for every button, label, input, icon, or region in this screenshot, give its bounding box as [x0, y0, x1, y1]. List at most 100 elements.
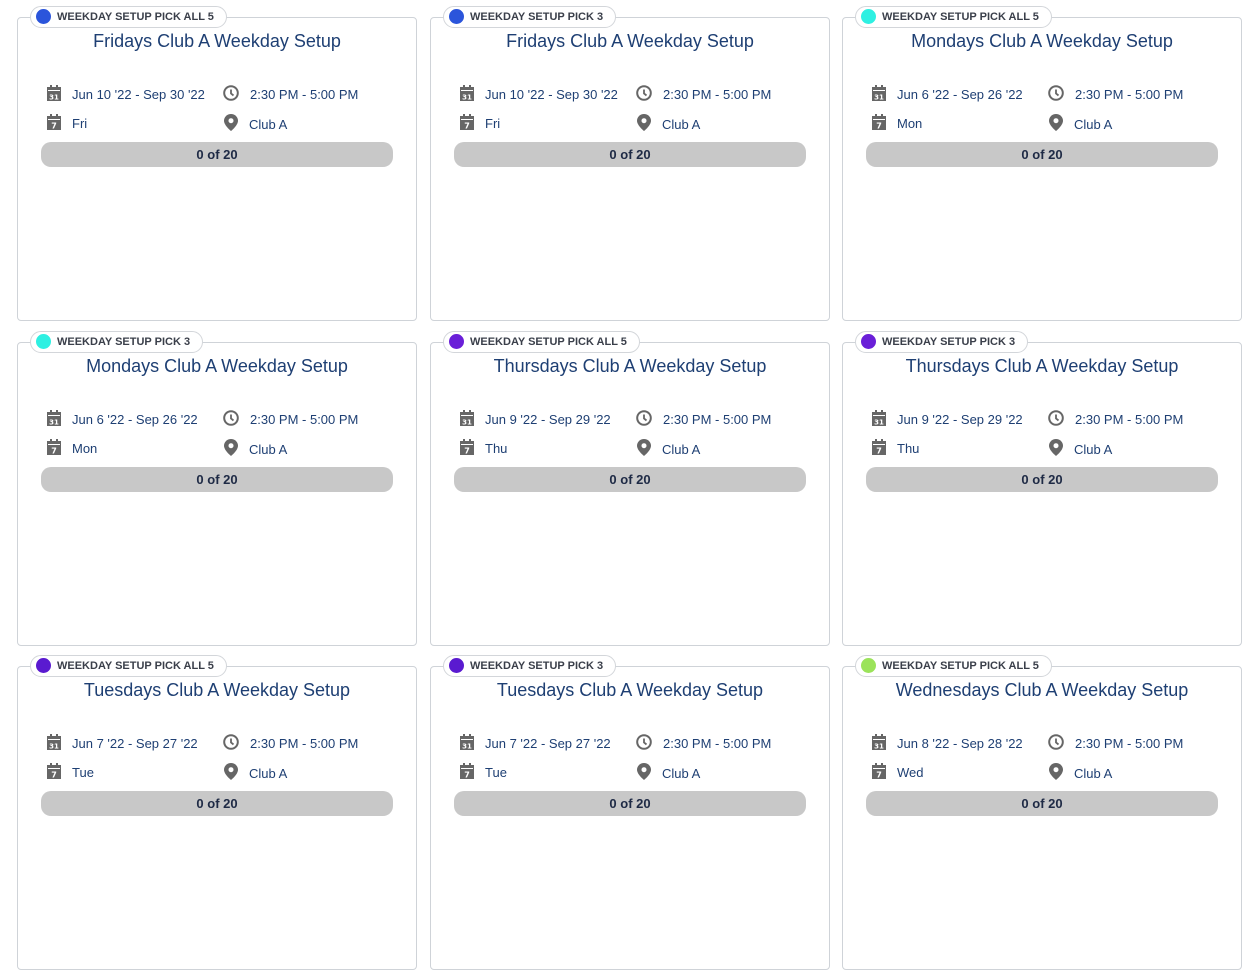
weekday-calendar-icon: 7 — [460, 763, 485, 782]
time-range: 2:30 PM - 5:00 PM — [636, 85, 771, 104]
weekday: 7 Mon — [47, 439, 97, 458]
calendar-icon: 31 — [872, 410, 897, 429]
calendar-icon: 31 — [460, 734, 485, 753]
clock-icon — [1048, 410, 1075, 429]
date-range-text: Jun 9 '22 - Sep 29 '22 — [485, 412, 611, 427]
weekday-text: Mon — [897, 116, 923, 131]
location-text: Club A — [1074, 116, 1113, 132]
event-card[interactable]: WEEKDAY SETUP PICK ALL 5 Tuesdays Club A… — [17, 655, 417, 970]
time-range-text: 2:30 PM - 5:00 PM — [1075, 87, 1184, 102]
category-color-dot — [449, 334, 464, 349]
weekday: 7 Thu — [872, 439, 919, 458]
weekday: 7 Tue — [47, 763, 94, 782]
event-title[interactable]: Mondays Club A Weekday Setup — [86, 356, 348, 376]
calendar-icon: 31 — [47, 85, 72, 104]
event-title[interactable]: Tuesdays Club A Weekday Setup — [83, 680, 351, 700]
date-range-text: Jun 8 '22 - Sep 28 '22 — [897, 736, 1023, 751]
svg-text:31: 31 — [874, 94, 884, 102]
location-text: Club A — [1074, 765, 1113, 781]
time-range: 2:30 PM - 5:00 PM — [223, 410, 358, 429]
signup-progress-bar: 0 of 20 — [866, 142, 1218, 167]
svg-text:31: 31 — [874, 743, 884, 751]
svg-text:31: 31 — [462, 419, 472, 427]
event-title[interactable]: Mondays Club A Weekday Setup — [911, 31, 1173, 51]
clock-icon — [223, 734, 250, 753]
badge-label: WEEKDAY SETUP PICK ALL 5 — [882, 11, 1039, 23]
event-title[interactable]: Fridays Club A Weekday Setup — [506, 31, 754, 51]
weekday-text: Thu — [485, 441, 508, 456]
category-badge: WEEKDAY SETUP PICK ALL 5 — [855, 655, 1052, 677]
location: Club A — [1049, 439, 1112, 459]
time-range: 2:30 PM - 5:00 PM — [1048, 410, 1183, 429]
calendar-icon: 31 — [47, 410, 72, 429]
location: Club A — [1049, 114, 1112, 134]
category-badge: WEEKDAY SETUP PICK 3 — [443, 6, 617, 28]
category-color-dot — [861, 9, 876, 24]
svg-text:31: 31 — [49, 743, 59, 751]
svg-text:31: 31 — [462, 743, 472, 751]
signup-progress-bar: 0 of 20 — [41, 467, 393, 492]
badge-label: WEEKDAY SETUP PICK 3 — [470, 660, 604, 672]
event-title[interactable]: Thursdays Club A Weekday Setup — [905, 356, 1179, 376]
signup-progress-bar: 0 of 20 — [866, 467, 1218, 492]
calendar-icon: 31 — [872, 85, 897, 104]
event-card[interactable]: WEEKDAY SETUP PICK ALL 5 Wednesdays Club… — [842, 655, 1242, 970]
time-range-text: 2:30 PM - 5:00 PM — [1075, 412, 1184, 427]
weekday-calendar-icon: 7 — [47, 439, 72, 458]
date-range-text: Jun 9 '22 - Sep 29 '22 — [897, 412, 1023, 427]
svg-text:7: 7 — [51, 122, 57, 131]
location-pin-icon — [224, 439, 249, 459]
event-card[interactable]: WEEKDAY SETUP PICK 3 Fridays Club A Week… — [430, 6, 830, 321]
weekday-text: Tue — [72, 765, 94, 780]
date-range: 31 Jun 7 '22 - Sep 27 '22 — [460, 734, 611, 753]
time-range: 2:30 PM - 5:00 PM — [223, 85, 358, 104]
event-title[interactable]: Fridays Club A Weekday Setup — [93, 31, 341, 51]
event-title[interactable]: Tuesdays Club A Weekday Setup — [496, 680, 764, 700]
event-card[interactable]: WEEKDAY SETUP PICK 3 Tuesdays Club A Wee… — [430, 655, 830, 970]
event-card[interactable]: WEEKDAY SETUP PICK 3 Thursdays Club A We… — [842, 331, 1242, 646]
event-card[interactable]: WEEKDAY SETUP PICK 3 Mondays Club A Week… — [17, 331, 417, 646]
calendar-icon: 31 — [460, 85, 485, 104]
time-range-text: 2:30 PM - 5:00 PM — [663, 412, 772, 427]
location-pin-icon — [224, 114, 249, 134]
date-range-text: Jun 7 '22 - Sep 27 '22 — [485, 736, 611, 751]
signup-progress-bar: 0 of 20 — [866, 791, 1218, 816]
date-range: 31 Jun 10 '22 - Sep 30 '22 — [47, 85, 205, 104]
event-card[interactable]: WEEKDAY SETUP PICK ALL 5 Thursdays Club … — [430, 331, 830, 646]
time-range: 2:30 PM - 5:00 PM — [1048, 734, 1183, 753]
category-badge: WEEKDAY SETUP PICK 3 — [30, 331, 204, 353]
date-range-text: Jun 6 '22 - Sep 26 '22 — [897, 87, 1023, 102]
svg-text:31: 31 — [874, 419, 884, 427]
category-badge: WEEKDAY SETUP PICK ALL 5 — [30, 6, 227, 28]
badge-label: WEEKDAY SETUP PICK 3 — [882, 336, 1016, 348]
location-text: Club A — [249, 441, 288, 457]
location-pin-icon — [637, 114, 662, 134]
weekday-text: Mon — [72, 441, 98, 456]
location: Club A — [1049, 763, 1112, 783]
svg-text:7: 7 — [876, 122, 882, 131]
event-title[interactable]: Thursdays Club A Weekday Setup — [493, 356, 767, 376]
date-range: 31 Jun 7 '22 - Sep 27 '22 — [47, 734, 198, 753]
category-badge: WEEKDAY SETUP PICK ALL 5 — [443, 331, 640, 353]
category-color-dot — [36, 9, 51, 24]
location-pin-icon — [637, 763, 662, 783]
date-range: 31 Jun 6 '22 - Sep 26 '22 — [872, 85, 1023, 104]
location: Club A — [224, 439, 287, 459]
time-range: 2:30 PM - 5:00 PM — [1048, 85, 1183, 104]
date-range-text: Jun 10 '22 - Sep 30 '22 — [485, 87, 618, 102]
svg-text:7: 7 — [464, 771, 470, 780]
event-card[interactable]: WEEKDAY SETUP PICK ALL 5 Fridays Club A … — [17, 6, 417, 321]
category-badge: WEEKDAY SETUP PICK 3 — [855, 331, 1029, 353]
svg-text:7: 7 — [51, 771, 57, 780]
event-title[interactable]: Wednesdays Club A Weekday Setup — [895, 680, 1189, 700]
weekday-text: Fri — [485, 116, 501, 131]
signup-progress-bar: 0 of 20 — [454, 142, 806, 167]
location-pin-icon — [224, 763, 249, 783]
event-card[interactable]: WEEKDAY SETUP PICK ALL 5 Mondays Club A … — [842, 6, 1242, 321]
time-range-text: 2:30 PM - 5:00 PM — [1075, 736, 1184, 751]
weekday-calendar-icon: 7 — [872, 763, 897, 782]
svg-text:7: 7 — [464, 122, 470, 131]
date-range-text: Jun 7 '22 - Sep 27 '22 — [72, 736, 198, 751]
badge-label: WEEKDAY SETUP PICK 3 — [57, 336, 191, 348]
svg-text:7: 7 — [51, 447, 57, 456]
